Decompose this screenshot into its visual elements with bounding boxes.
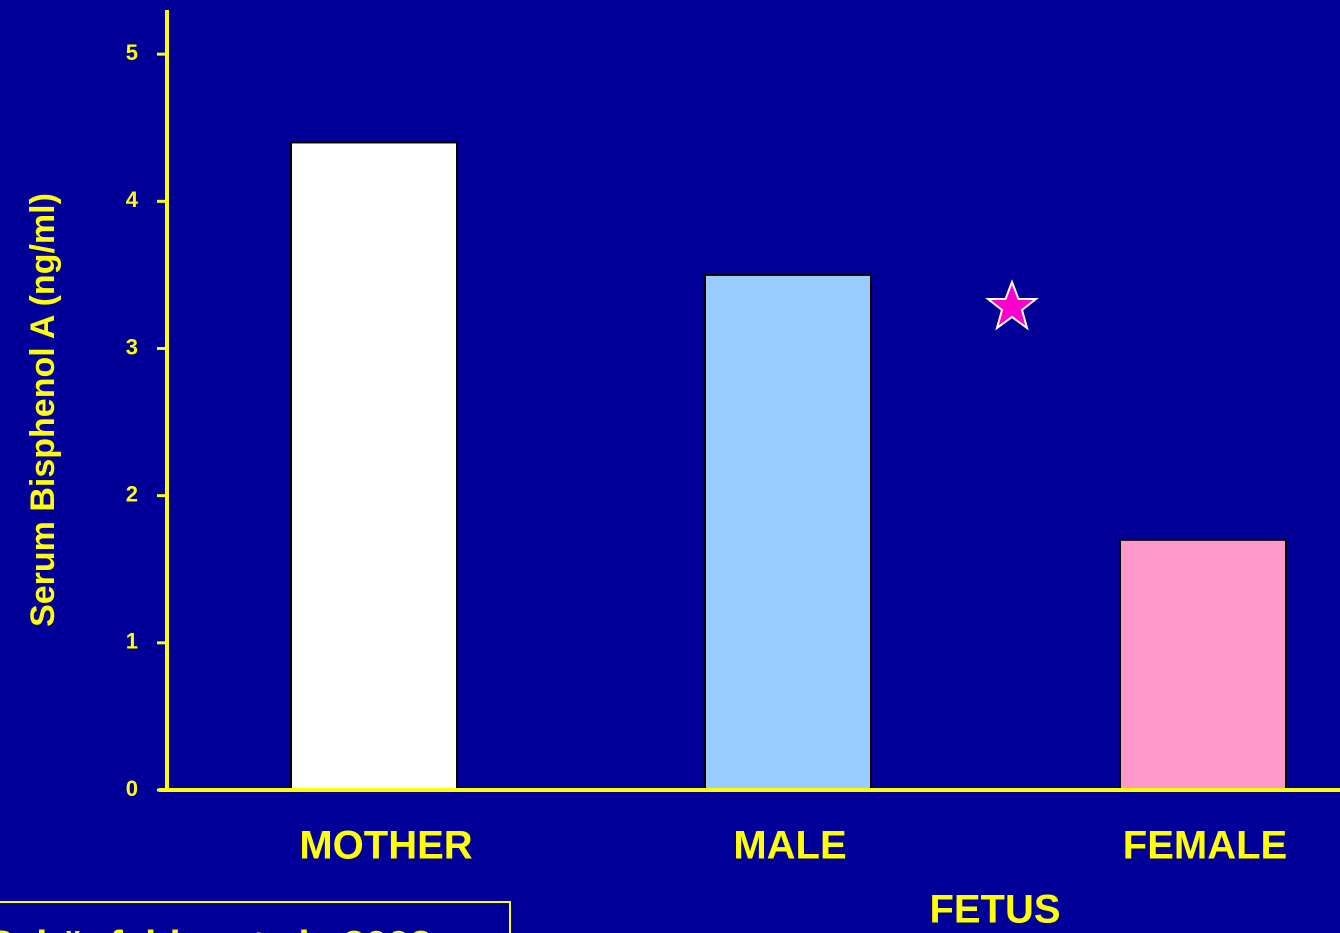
- y-tick-label: 4: [126, 187, 139, 212]
- x-tick-label: FEMALE: [1123, 824, 1287, 868]
- y-tick-label: 1: [126, 629, 138, 654]
- x-tick-label: MOTHER: [299, 824, 472, 868]
- y-axis-label: Serum Bisphenol A (ng/ml): [24, 193, 62, 627]
- y-tick-label: 3: [126, 334, 138, 359]
- y-tick-label: 2: [126, 481, 138, 506]
- source: Schönfelder et al., 2002: [0, 924, 432, 933]
- bar: [1119, 538, 1287, 792]
- significance-star: [985, 279, 1039, 331]
- source-box: [0, 901, 511, 933]
- bar: [704, 273, 872, 792]
- y-tick-label: 0: [126, 776, 138, 801]
- x-tick-label: MALE: [733, 824, 846, 868]
- bar: [290, 141, 458, 792]
- y-tick-label: 5: [126, 40, 138, 65]
- group-label: FETUS: [929, 888, 1060, 932]
